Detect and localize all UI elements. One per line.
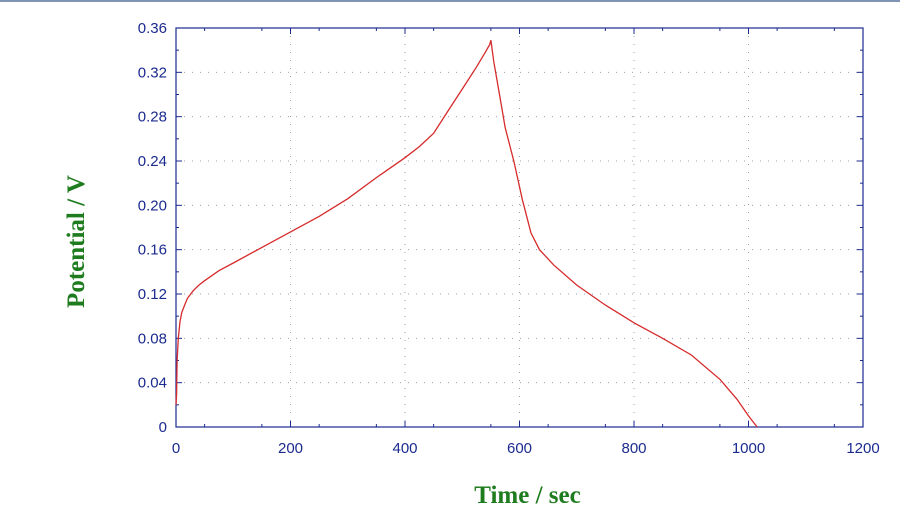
y-tick-label: 0 <box>159 419 167 436</box>
x-tick-label: 0 <box>172 440 180 457</box>
y-tick-label: 0.20 <box>138 197 167 214</box>
y-tick-label: 0.28 <box>138 109 167 126</box>
x-tick-label: 1000 <box>732 440 765 457</box>
grid <box>176 28 863 427</box>
y-tick-label: 0.32 <box>138 64 167 81</box>
y-tick-label: 0.36 <box>138 20 167 37</box>
y-tick-label: 0.08 <box>138 330 167 347</box>
series-line-potential <box>175 40 758 428</box>
y-tick-label: 0.16 <box>138 242 167 259</box>
x-axis-title: Time / sec <box>474 482 580 509</box>
plot-frame <box>175 27 864 428</box>
x-tick-label: 1200 <box>846 440 879 457</box>
y-tick-labels: 0 0.04 0.08 0.12 0.16 0.20 0.24 0.28 0.32 0.36 <box>138 20 167 436</box>
axis-ticks <box>175 27 864 428</box>
y-tick-label: 0.24 <box>138 153 167 170</box>
x-tick-labels: 0 200 400 600 800 1000 1200 <box>172 440 880 457</box>
x-tick-label: 200 <box>278 440 303 457</box>
y-axis-title: Potential / V <box>63 175 90 308</box>
x-tick-label: 800 <box>621 440 646 457</box>
y-tick-label: 0.04 <box>138 375 167 392</box>
top-border <box>0 0 900 2</box>
x-tick-label: 400 <box>392 440 417 457</box>
x-tick-label: 600 <box>507 440 532 457</box>
y-tick-label: 0.12 <box>138 286 167 303</box>
